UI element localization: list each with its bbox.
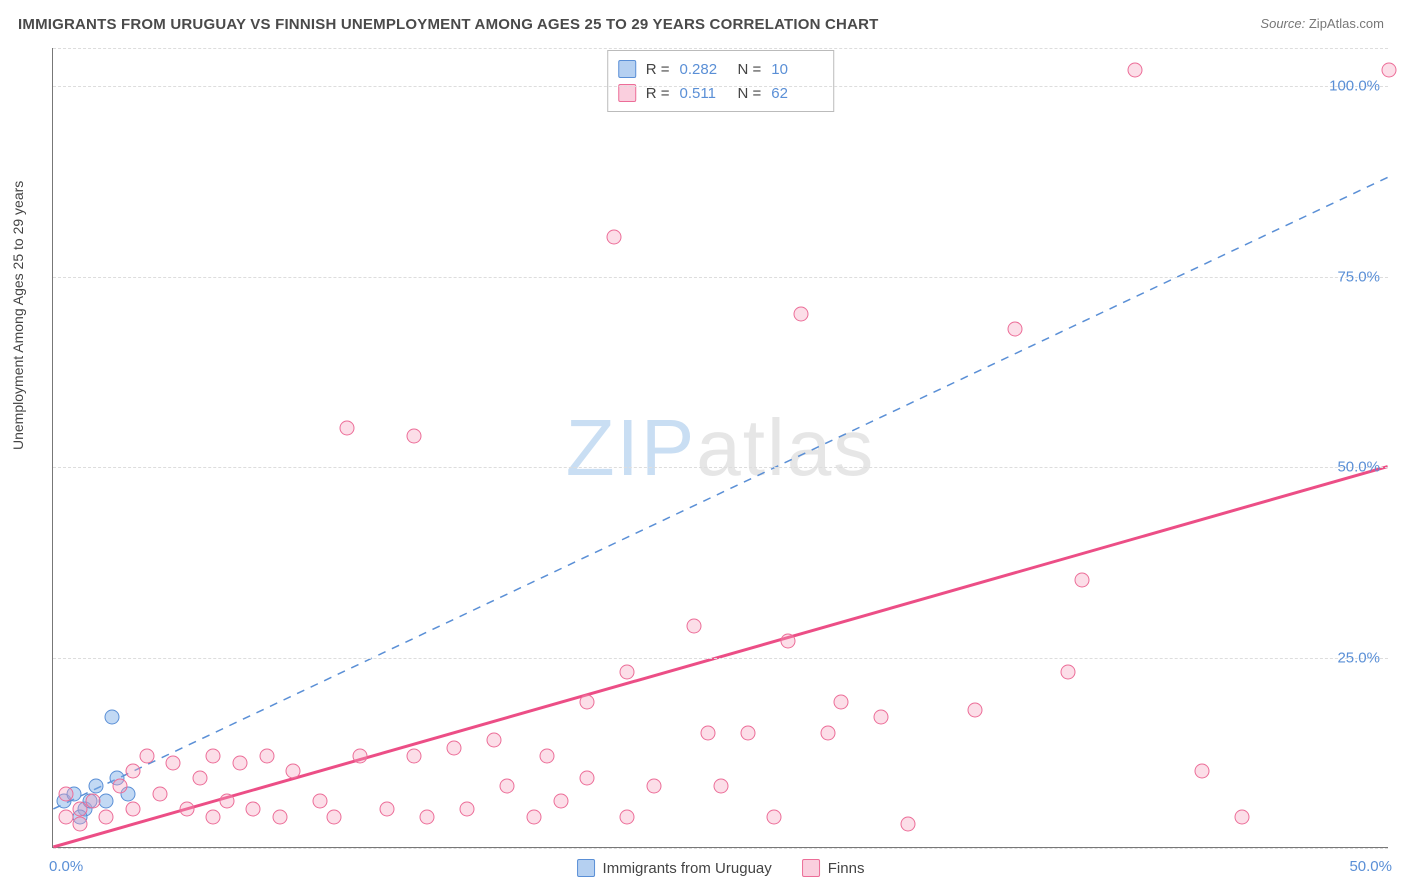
data-point-finns [206,809,221,824]
data-point-finns [59,786,74,801]
data-point-finns [273,809,288,824]
r-label: R = [646,61,670,78]
data-point-finns [446,740,461,755]
x-tick-0: 0.0% [49,858,83,875]
data-point-finns [647,779,662,794]
data-point-uruguay [104,710,119,725]
data-point-finns [834,695,849,710]
data-point-finns [874,710,889,725]
data-point-finns [714,779,729,794]
data-point-finns [780,634,795,649]
swatch-blue-icon [577,859,595,877]
data-point-finns [740,725,755,740]
data-point-finns [1194,763,1209,778]
n-label: N = [738,61,762,78]
data-point-finns [206,748,221,763]
data-point-finns [700,725,715,740]
data-point-finns [1007,321,1022,336]
data-point-finns [219,794,234,809]
data-point-finns [152,786,167,801]
data-point-finns [607,230,622,245]
data-point-finns [1382,62,1397,77]
chart-title: IMMIGRANTS FROM URUGUAY VS FINNISH UNEMP… [18,16,879,33]
data-point-finns [526,809,541,824]
y-tick-label: 50.0% [1337,459,1380,476]
data-point-finns [486,733,501,748]
y-axis-label: Unemployment Among Ages 25 to 29 years [10,181,26,450]
data-point-uruguay [99,794,114,809]
legend-label: Immigrants from Uruguay [603,860,772,877]
data-point-finns [326,809,341,824]
gridline [53,848,1388,849]
data-point-finns [246,801,261,816]
y-tick-label: 100.0% [1329,78,1380,95]
data-point-finns [460,801,475,816]
swatch-blue-icon [618,60,636,78]
data-point-finns [233,756,248,771]
data-point-finns [1128,62,1143,77]
data-point-finns [540,748,555,763]
data-point-finns [313,794,328,809]
legend-row-finns: R = 0.511 N = 62 [618,81,820,105]
data-point-finns [126,763,141,778]
source-attribution: Source: ZipAtlas.com [1260,16,1384,31]
source-value: ZipAtlas.com [1309,16,1384,31]
r-value: 0.282 [680,61,728,78]
data-point-finns [687,619,702,634]
data-point-finns [86,794,101,809]
gridline [53,658,1388,659]
gridline [53,86,1388,87]
data-point-uruguay [88,779,103,794]
data-point-finns [99,809,114,824]
data-point-finns [259,748,274,763]
data-point-finns [1235,809,1250,824]
data-point-finns [901,817,916,832]
data-point-finns [1061,664,1076,679]
legend-label: Finns [828,860,865,877]
data-point-finns [126,801,141,816]
data-point-finns [794,306,809,321]
data-point-finns [580,695,595,710]
data-point-finns [620,809,635,824]
data-point-finns [500,779,515,794]
data-point-finns [406,428,421,443]
y-tick-label: 75.0% [1337,268,1380,285]
data-point-finns [420,809,435,824]
data-point-finns [820,725,835,740]
correlation-legend: R = 0.282 N = 10 R = 0.511 N = 62 [607,50,835,112]
data-point-finns [967,702,982,717]
legend-item-finns: Finns [802,859,865,877]
data-point-finns [553,794,568,809]
data-point-finns [72,817,87,832]
x-tick-50: 50.0% [1349,858,1392,875]
gridline [53,48,1388,49]
n-value: 10 [771,61,819,78]
data-point-finns [179,801,194,816]
scatter-plot: ZIPatlas R = 0.282 N = 10 R = 0.511 N = … [52,48,1388,848]
data-point-finns [406,748,421,763]
data-point-finns [166,756,181,771]
data-point-finns [339,420,354,435]
data-point-finns [380,801,395,816]
source-label: Source: [1260,16,1305,31]
gridline [53,467,1388,468]
gridline [53,277,1388,278]
data-point-finns [353,748,368,763]
data-point-finns [139,748,154,763]
trend-lines [53,48,1388,847]
series-legend: Immigrants from Uruguay Finns [577,859,865,877]
legend-item-uruguay: Immigrants from Uruguay [577,859,772,877]
y-tick-label: 25.0% [1337,649,1380,666]
legend-row-uruguay: R = 0.282 N = 10 [618,57,820,81]
swatch-pink-icon [802,859,820,877]
data-point-finns [192,771,207,786]
trend-line-uruguay [53,177,1387,809]
data-point-finns [1074,573,1089,588]
data-point-finns [580,771,595,786]
data-point-finns [286,763,301,778]
data-point-finns [767,809,782,824]
data-point-finns [112,779,127,794]
data-point-finns [620,664,635,679]
